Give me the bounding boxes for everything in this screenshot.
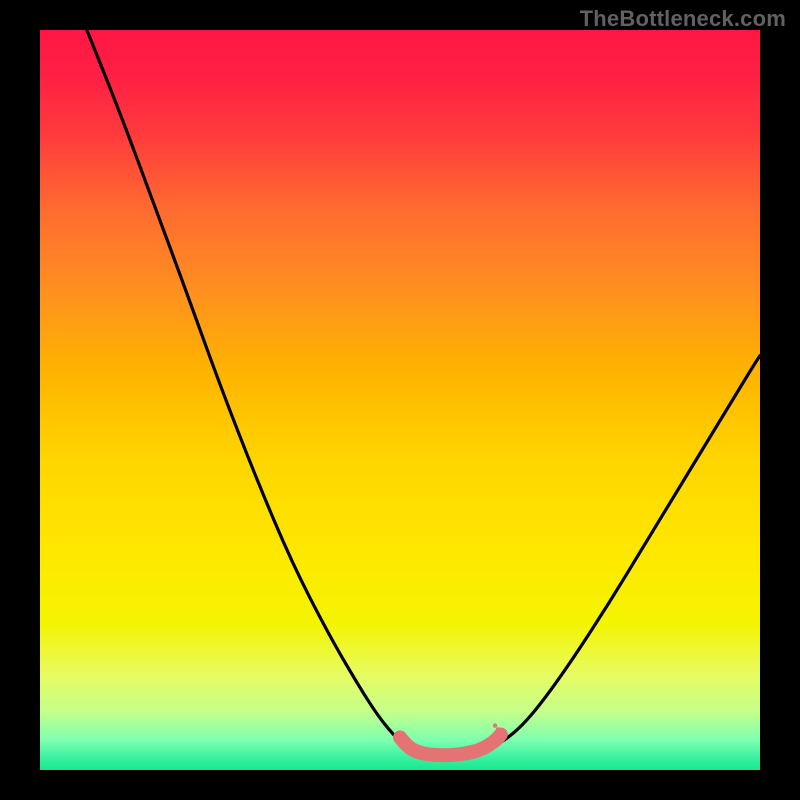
plot-area (40, 30, 760, 770)
plot-canvas (40, 30, 760, 770)
watermark-text: TheBottleneck.com (580, 6, 786, 32)
figure-root: TheBottleneck.com (0, 0, 800, 800)
